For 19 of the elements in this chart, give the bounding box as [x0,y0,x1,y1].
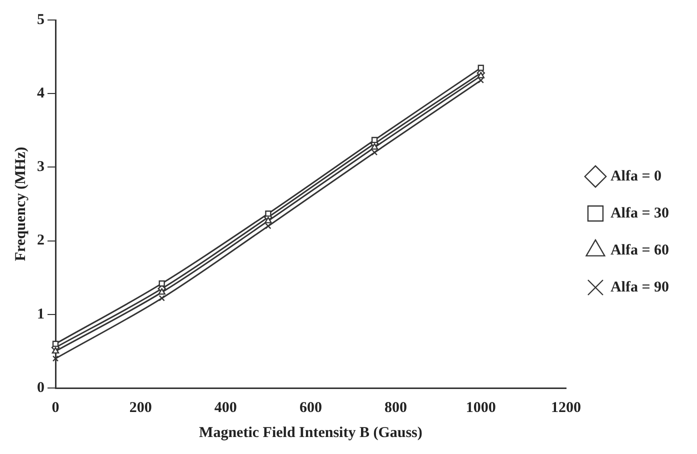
x-tick-label: 0 [52,400,60,416]
x-tick-label: 800 [384,400,408,416]
y-tick-label: 0 [37,380,44,396]
x-tick-label: 200 [129,400,152,416]
legend-label: Alfa = 90 [610,279,670,296]
y-tick-label: 1 [37,306,44,322]
x-tick-label: 1000 [466,400,496,416]
y-axis-title: Frequency (MHz) [12,146,29,262]
x-axis-title: Magnetic Field Intensity B (Gauss) [199,424,422,441]
legend-label: Alfa = 0 [610,168,662,184]
y-tick-label: 5 [37,12,44,28]
x-tick-label: 1200 [550,400,581,416]
y-tick-label: 4 [37,85,45,102]
legend-label: Alfa = 60 [610,242,670,258]
legend-label: Alfa = 30 [610,205,670,222]
y-tick-label: 3 [37,159,44,176]
x-tick-label: 400 [214,400,237,416]
y-tick-label: 2 [37,232,44,249]
x-tick-label: 600 [299,400,322,416]
